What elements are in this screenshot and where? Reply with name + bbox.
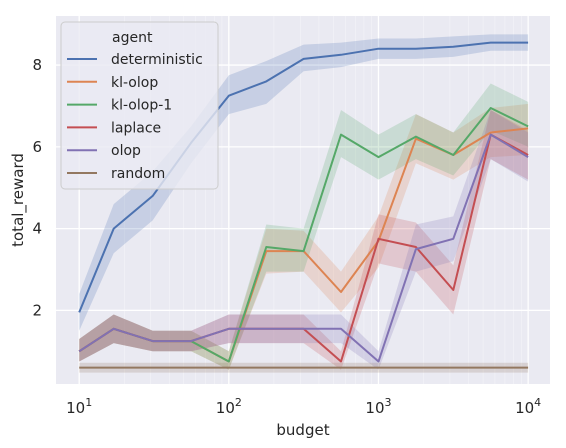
y-tick-label: 4 <box>32 220 42 238</box>
x-tick-labels: 101 102 103 104 <box>66 396 541 417</box>
x-tick-label: 102 <box>216 396 242 417</box>
x-tick-label: 104 <box>515 396 541 417</box>
y-tick-label: 2 <box>32 301 42 319</box>
legend-label-deterministic: deterministic <box>111 52 203 68</box>
band-kl-olop-1 <box>79 83 529 370</box>
legend-label-random: random <box>111 166 165 182</box>
legend-label-kl-olop: kl-olop <box>111 75 158 91</box>
line-deterministic <box>78 41 529 313</box>
legend-box <box>60 21 219 190</box>
x-axis-label: budget <box>276 421 329 439</box>
x-tick-label: 103 <box>365 396 391 417</box>
y-axis-label: total_reward <box>9 153 28 247</box>
y-tick-labels: 2 4 6 8 <box>32 56 42 319</box>
y-tick-label: 6 <box>32 138 42 156</box>
legend-items: deterministic kl-olop kl-olop-1 laplace olop… <box>67 52 203 182</box>
legend-title: agent <box>112 30 153 46</box>
y-tick-label: 8 <box>32 56 42 74</box>
series-lines <box>78 41 529 369</box>
band-kl-olop <box>79 103 529 370</box>
legend: agent deterministic kl-olop kl-olop-1 lapla… <box>60 21 219 190</box>
x-tick-label: 101 <box>66 396 92 417</box>
legend-label-laplace: laplace <box>111 120 161 136</box>
band-laplace <box>79 110 529 370</box>
line-olop <box>78 133 529 363</box>
legend-label-kl-olop-1: kl-olop-1 <box>111 98 172 114</box>
legend-label-olop: olop <box>111 143 141 159</box>
